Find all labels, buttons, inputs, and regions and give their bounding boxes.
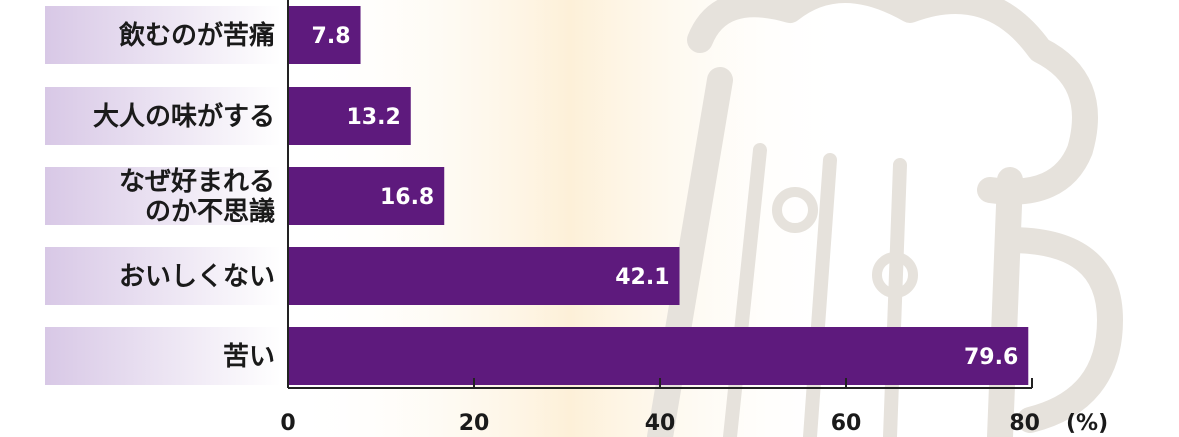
x-axis-ticks: [287, 378, 1033, 388]
bar-value-label: 7.8: [312, 24, 351, 49]
bar: [288, 6, 361, 64]
category-label-background: [45, 247, 281, 305]
bar-value-label: 42.1: [615, 265, 669, 290]
category-label: 大人の味がする: [93, 101, 275, 132]
bar: [288, 87, 411, 145]
category-label: なぜ好まれるのか不思議: [119, 167, 275, 227]
x-tick-label: 0: [280, 411, 295, 436]
category-label: 飲むのが苦痛: [118, 20, 275, 51]
x-axis-unit-label: (%): [1066, 411, 1108, 436]
bar-value-label: 16.8: [380, 185, 434, 210]
bar-value-label: 79.6: [964, 345, 1018, 370]
category-label-background: [45, 167, 281, 225]
bar: [288, 327, 1029, 385]
bar: [288, 247, 680, 305]
category-label-background: [45, 6, 281, 64]
category-label: おいしくない: [119, 262, 275, 292]
category-label-background: [45, 327, 281, 385]
beer-mug-watermark-icon: [647, 0, 1123, 437]
category-label-backgrounds: [45, 6, 281, 385]
bar: [288, 167, 445, 225]
x-tick-label: 60: [831, 411, 862, 436]
x-tick-label: 80: [1009, 411, 1040, 436]
category-label: 苦い: [223, 342, 275, 372]
bars: [288, 6, 1029, 385]
category-label-background: [45, 87, 281, 145]
bar-value-labels: 7.8 13.2 16.8 42.1 79.6: [312, 24, 1019, 370]
x-axis-tick-labels: 0 20 40 60 80: [280, 411, 1040, 436]
x-tick-label: 20: [459, 411, 490, 436]
x-tick-label: 40: [645, 411, 676, 436]
bar-value-label: 13.2: [346, 105, 400, 130]
